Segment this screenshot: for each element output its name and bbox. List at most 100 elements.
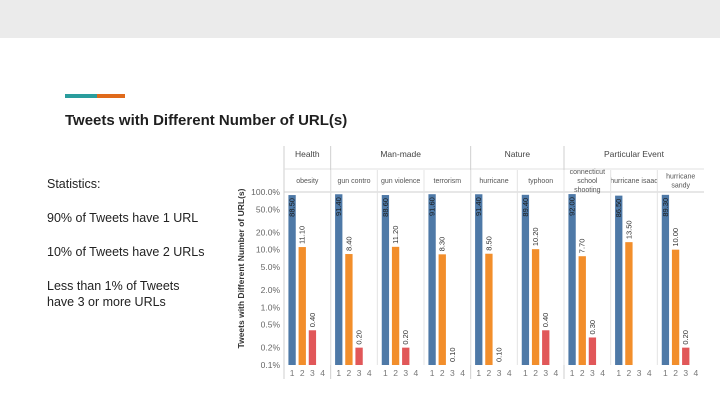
bar xyxy=(402,347,410,365)
bar xyxy=(391,246,400,365)
bar-value-label: 0.20 xyxy=(355,330,364,345)
group-header-label: Man-made xyxy=(380,149,421,159)
bar xyxy=(588,337,597,365)
statistic-item: 10% of Tweets have 2 URLs xyxy=(47,245,205,259)
x-tick-label: 3 xyxy=(403,368,408,378)
bar-value-label: 13.50 xyxy=(624,220,633,239)
bar-value-label: 91.40 xyxy=(334,197,343,216)
bar-value-label: 0.40 xyxy=(308,313,317,328)
bar xyxy=(671,249,680,365)
bar-value-label: 8.30 xyxy=(438,237,447,252)
y-tick-label: 1.0% xyxy=(261,302,281,312)
bar xyxy=(578,256,586,365)
slide-title: Tweets with Different Number of URL(s) xyxy=(65,112,348,129)
x-tick-label: 4 xyxy=(600,368,605,378)
x-tick-label: 2 xyxy=(627,368,632,378)
x-tick-label: 2 xyxy=(580,368,585,378)
x-tick-label: 1 xyxy=(570,368,575,378)
bar-value-label: 91.60 xyxy=(428,197,437,216)
bar-value-label: 86.50 xyxy=(614,199,623,218)
x-tick-label: 4 xyxy=(647,368,652,378)
category-label: gun contro xyxy=(337,178,370,185)
category-label: hurricane isaac xyxy=(610,178,658,185)
x-tick-label: 2 xyxy=(487,368,492,378)
top-bar xyxy=(0,0,720,38)
statistics-heading: Statistics: xyxy=(47,177,101,191)
x-tick-label: 3 xyxy=(450,368,455,378)
bar-value-label: 88.50 xyxy=(288,198,297,217)
x-tick-label: 2 xyxy=(533,368,538,378)
x-tick-label: 1 xyxy=(383,368,388,378)
bar xyxy=(682,347,690,365)
bar-value-label: 0.10 xyxy=(495,347,504,362)
bar xyxy=(438,254,446,365)
category-label: shooting xyxy=(574,187,601,194)
category-label: terrorism xyxy=(434,178,462,185)
x-tick-label: 3 xyxy=(310,368,315,378)
bar xyxy=(381,195,390,365)
bar-value-label: 7.70 xyxy=(578,239,587,254)
category-label: hurricane xyxy=(479,178,508,185)
x-tick-label: 4 xyxy=(414,368,419,378)
category-label: sandy xyxy=(671,183,690,190)
x-tick-label: 3 xyxy=(590,368,595,378)
category-label: gun violence xyxy=(381,178,420,185)
category-label: obesity xyxy=(296,178,319,185)
y-tick-label: 5.0% xyxy=(261,262,281,272)
url-count-bar-chart: Tweets with Different Number of URL(s) 10… xyxy=(232,140,712,385)
x-tick-label: 4 xyxy=(367,368,372,378)
group-header-label: Particular Event xyxy=(604,149,665,159)
y-tick-label: 10.0% xyxy=(256,245,281,255)
x-tick-label: 1 xyxy=(290,368,295,378)
x-tick-label: 1 xyxy=(523,368,528,378)
group-header-label: Nature xyxy=(505,149,531,159)
bar-value-label: 0.10 xyxy=(448,347,457,362)
x-tick-label: 2 xyxy=(440,368,445,378)
category-label: typhoon xyxy=(528,178,553,185)
group-header-label: Health xyxy=(295,149,320,159)
bar-value-label: 88.60 xyxy=(381,198,390,217)
x-tick-label: 4 xyxy=(554,368,559,378)
bar xyxy=(542,330,550,365)
chart-svg: Tweets with Different Number of URL(s) 10… xyxy=(236,146,704,379)
y-tick-label: 0.5% xyxy=(261,320,281,330)
accent-bar-teal xyxy=(65,94,97,98)
x-tick-label: 4 xyxy=(460,368,465,378)
statistics-panel: Statistics: 90% of Tweets have 1 URL 10%… xyxy=(47,176,207,328)
bar xyxy=(428,194,436,365)
category-label: connecticut xyxy=(570,169,605,176)
y-tick-label: 0.1% xyxy=(261,360,281,370)
bar-value-label: 89.40 xyxy=(521,198,530,217)
bar-value-label: 89.30 xyxy=(661,198,670,217)
bar xyxy=(531,249,540,365)
bar xyxy=(485,253,493,365)
bar xyxy=(625,242,633,365)
y-tick-label: 0.2% xyxy=(261,343,281,353)
bar xyxy=(298,247,306,365)
x-tick-label: 1 xyxy=(616,368,621,378)
accent-bar-orange xyxy=(97,94,125,98)
bar-value-label: 0.40 xyxy=(541,313,550,328)
y-tick-label: 2.0% xyxy=(261,285,281,295)
bar xyxy=(661,194,670,365)
statistic-item: 90% of Tweets have 1 URL xyxy=(47,211,199,225)
category-label: school xyxy=(577,178,598,185)
bar-value-label: 8.50 xyxy=(484,236,493,251)
x-tick-label: 4 xyxy=(507,368,512,378)
bar xyxy=(521,194,530,365)
bar xyxy=(355,347,363,365)
x-tick-label: 2 xyxy=(347,368,352,378)
x-tick-label: 2 xyxy=(300,368,305,378)
bar-value-label: 11.10 xyxy=(298,226,307,244)
bar-value-label: 10.20 xyxy=(531,227,540,246)
bar-value-label: 0.30 xyxy=(588,320,597,335)
x-tick-label: 3 xyxy=(683,368,688,378)
y-tick-label: 100.0% xyxy=(251,187,280,197)
bar-value-label: 8.40 xyxy=(344,236,353,251)
x-tick-label: 1 xyxy=(430,368,435,378)
x-tick-label: 1 xyxy=(476,368,481,378)
bar xyxy=(475,194,483,365)
bar-value-label: 0.20 xyxy=(401,330,410,345)
bar xyxy=(308,330,317,365)
y-tick-label: 20.0% xyxy=(256,227,281,237)
